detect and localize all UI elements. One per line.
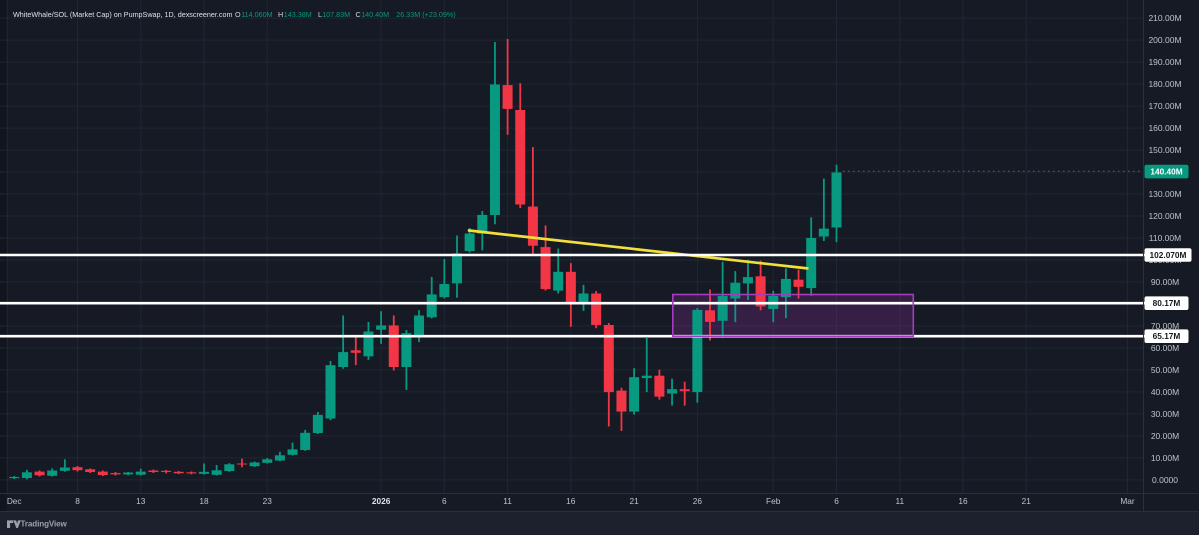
svg-text:130.00M: 130.00M (1148, 189, 1181, 199)
svg-text:120.00M: 120.00M (1148, 211, 1181, 221)
svg-text:11: 11 (503, 496, 512, 506)
svg-text:Feb: Feb (766, 496, 781, 506)
svg-text:Dec: Dec (7, 496, 22, 506)
svg-text:H: H (278, 10, 283, 19)
svg-text:21: 21 (629, 496, 639, 506)
svg-text:143.38M: 143.38M (284, 10, 312, 19)
svg-text:50.00M: 50.00M (1151, 365, 1179, 375)
svg-text:140.40M: 140.40M (1150, 167, 1182, 177)
svg-text:WhiteWhale/SOL (Market Cap) on: WhiteWhale/SOL (Market Cap) on PumpSwap,… (13, 10, 232, 19)
svg-text:23: 23 (263, 496, 273, 506)
svg-text:26.33M (+23.09%): 26.33M (+23.09%) (396, 10, 455, 19)
svg-text:6: 6 (834, 496, 839, 506)
svg-text:140.40M: 140.40M (361, 10, 389, 19)
svg-text:Mar: Mar (1120, 496, 1135, 506)
svg-text:190.00M: 190.00M (1148, 57, 1181, 67)
svg-text:20.00M: 20.00M (1151, 431, 1179, 441)
svg-text:10.00M: 10.00M (1151, 453, 1179, 463)
svg-text:65.17M: 65.17M (1153, 331, 1181, 341)
svg-text:40.00M: 40.00M (1151, 387, 1179, 397)
svg-text:150.00M: 150.00M (1148, 145, 1181, 155)
svg-text:80.17M: 80.17M (1153, 298, 1181, 308)
svg-text:107.83M: 107.83M (322, 10, 350, 19)
svg-text:30.00M: 30.00M (1151, 409, 1179, 419)
svg-text:2026: 2026 (372, 496, 391, 506)
svg-text:102.070M: 102.070M (1150, 250, 1187, 260)
svg-text:6: 6 (442, 496, 447, 506)
svg-text:21: 21 (1022, 496, 1032, 506)
svg-text:0.0000: 0.0000 (1152, 475, 1178, 485)
svg-text:110.00M: 110.00M (1149, 233, 1181, 243)
svg-text:160.00M: 160.00M (1148, 123, 1181, 133)
svg-text:90.00M: 90.00M (1151, 277, 1179, 287)
svg-text:60.00M: 60.00M (1151, 343, 1179, 353)
svg-text:O: O (235, 10, 241, 19)
svg-text:70.00M: 70.00M (1151, 321, 1179, 331)
svg-text:11: 11 (895, 496, 904, 506)
svg-text:16: 16 (958, 496, 968, 506)
svg-text:13: 13 (136, 496, 146, 506)
svg-text:200.00M: 200.00M (1148, 35, 1181, 45)
svg-text:26: 26 (693, 496, 703, 506)
svg-text:TradingView: TradingView (21, 520, 68, 529)
svg-text:180.00M: 180.00M (1148, 79, 1181, 89)
svg-text:16: 16 (566, 496, 576, 506)
svg-text:L: L (318, 10, 322, 19)
svg-text:18: 18 (199, 496, 209, 506)
svg-text:170.00M: 170.00M (1148, 101, 1181, 111)
svg-text:8: 8 (75, 496, 80, 506)
svg-text:C: C (356, 10, 361, 19)
svg-text:210.00M: 210.00M (1148, 13, 1181, 23)
svg-text:114.060M: 114.060M (241, 10, 272, 19)
